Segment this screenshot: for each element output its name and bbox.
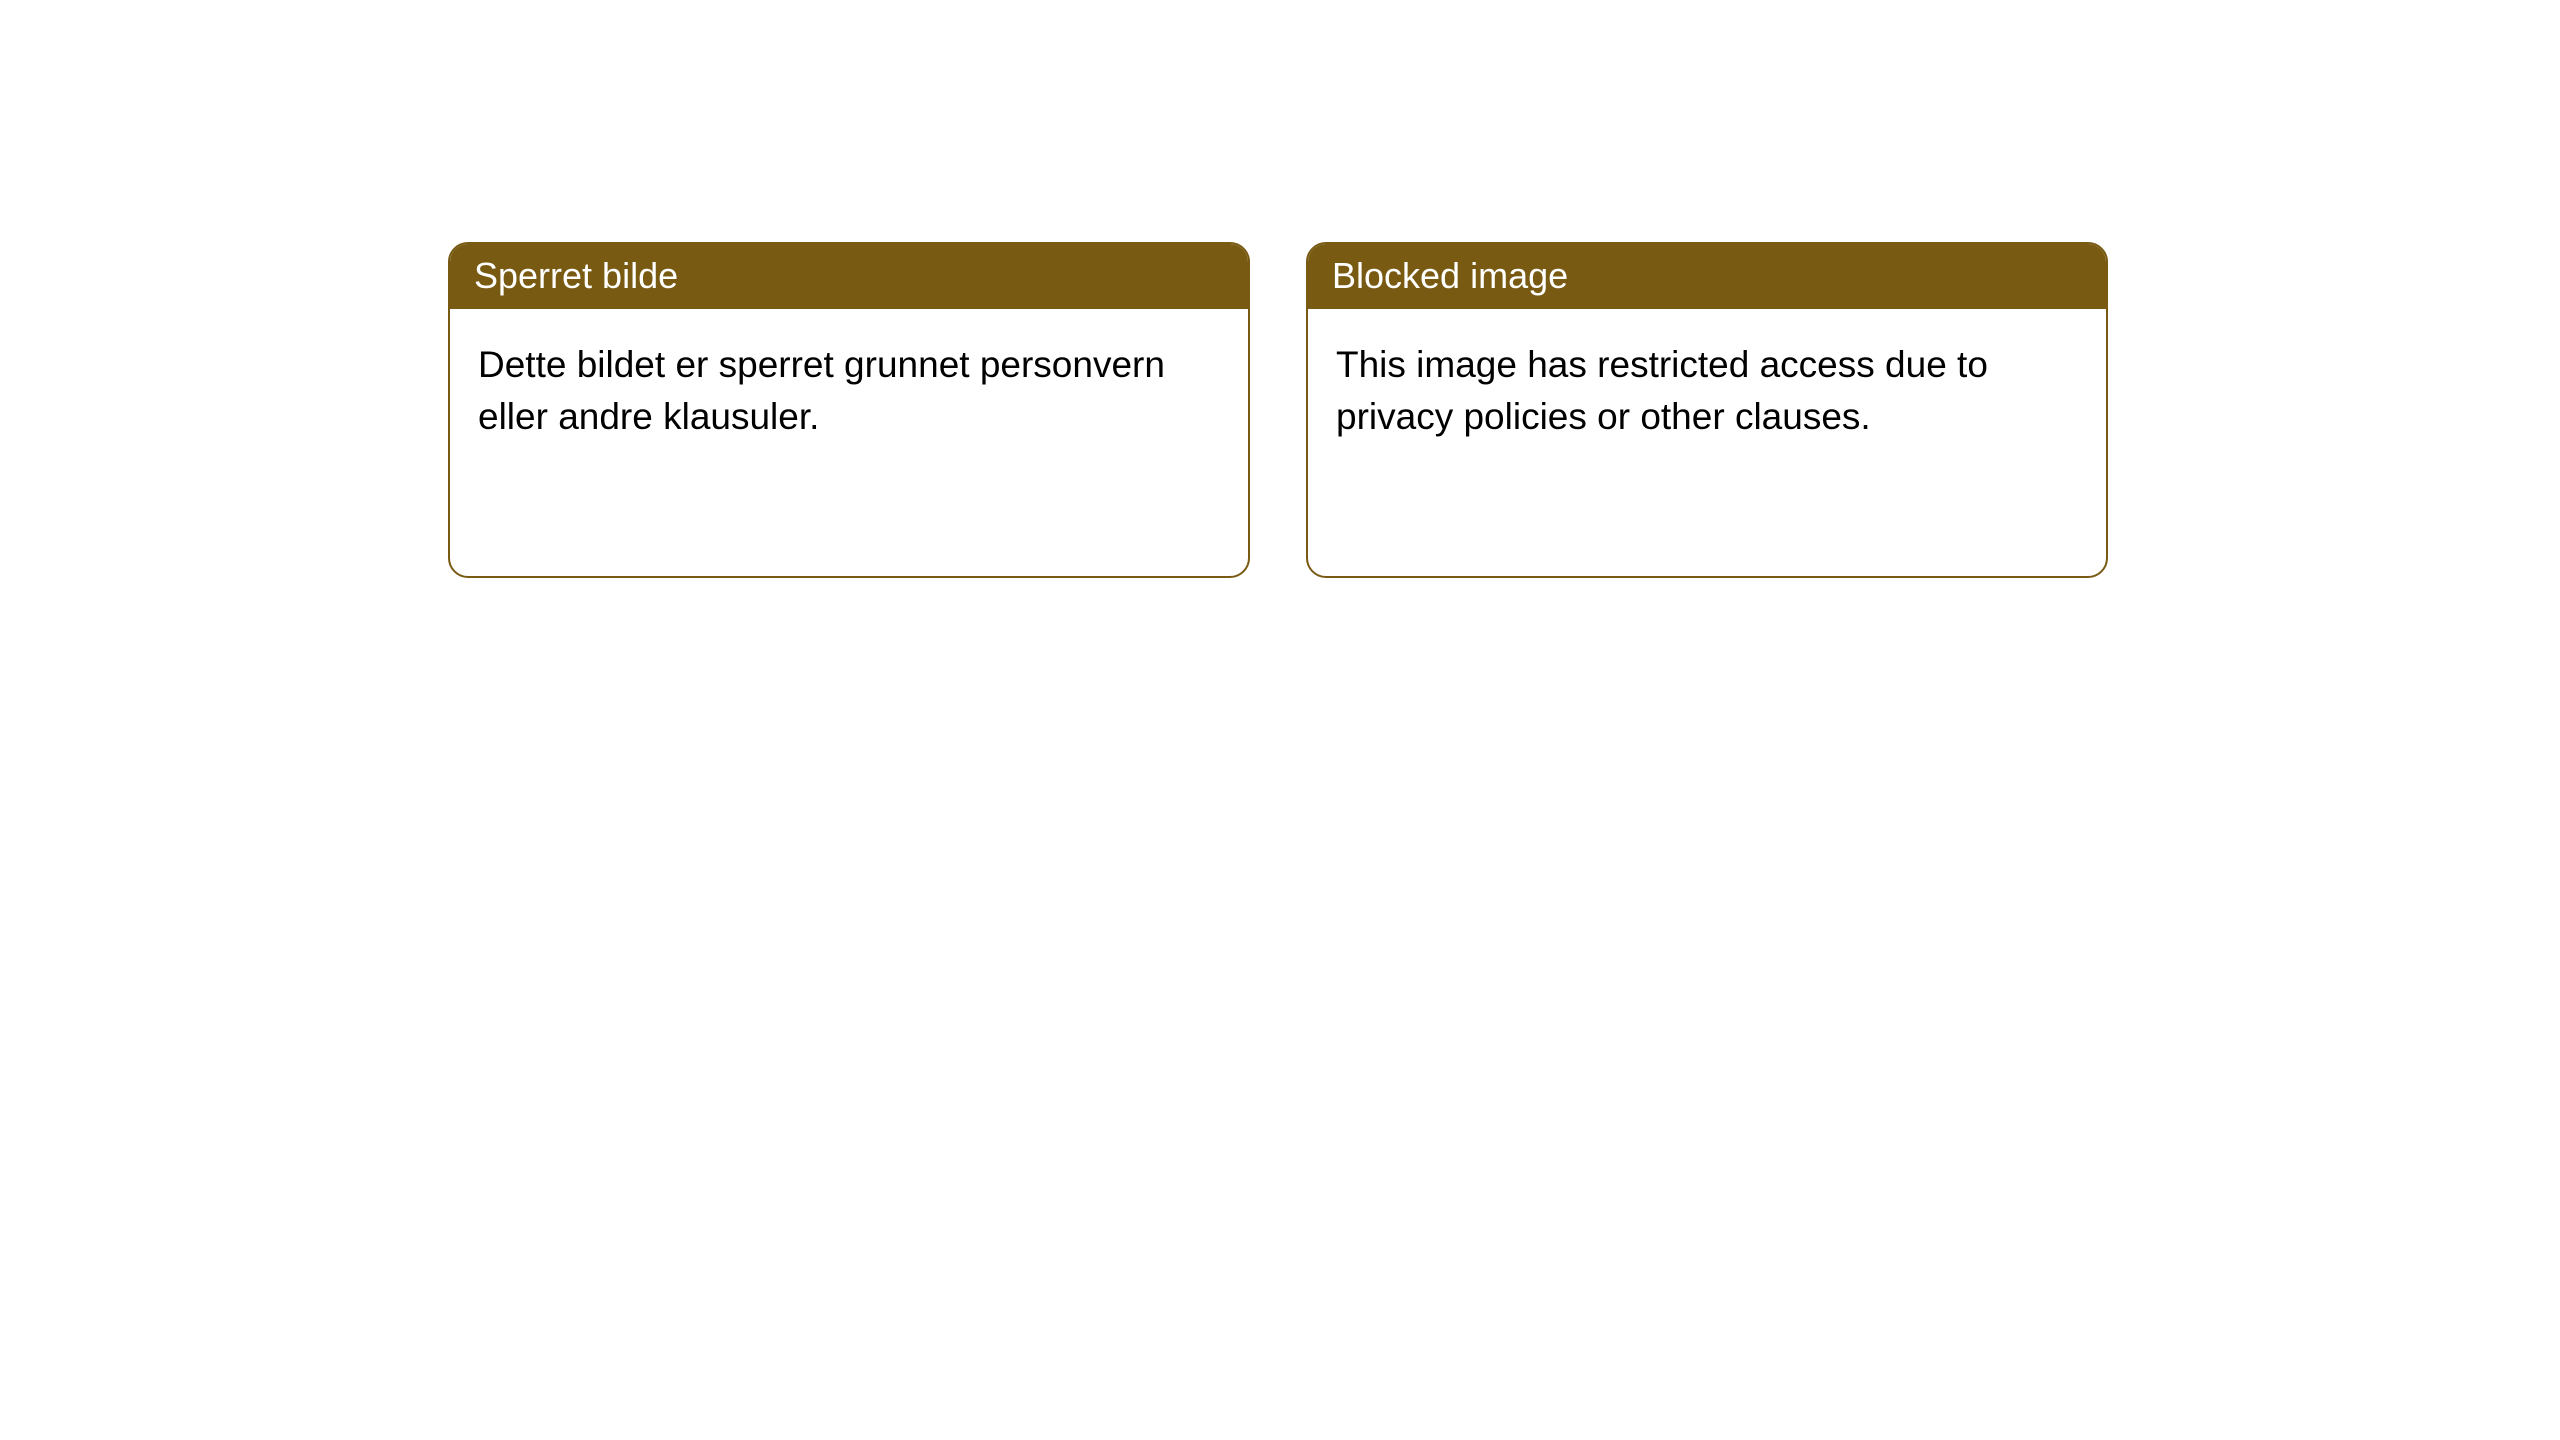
blocked-image-card-en: Blocked image This image has restricted … [1306,242,2108,578]
card-body-text: This image has restricted access due to … [1336,344,1988,437]
notice-cards-container: Sperret bilde Dette bildet er sperret gr… [0,0,2560,578]
card-header: Sperret bilde [450,244,1248,309]
blocked-image-card-no: Sperret bilde Dette bildet er sperret gr… [448,242,1250,578]
card-body: This image has restricted access due to … [1308,309,2106,473]
card-title: Blocked image [1332,255,1568,296]
card-title: Sperret bilde [474,255,678,296]
card-body-text: Dette bildet er sperret grunnet personve… [478,344,1165,437]
card-body: Dette bildet er sperret grunnet personve… [450,309,1248,473]
card-header: Blocked image [1308,244,2106,309]
